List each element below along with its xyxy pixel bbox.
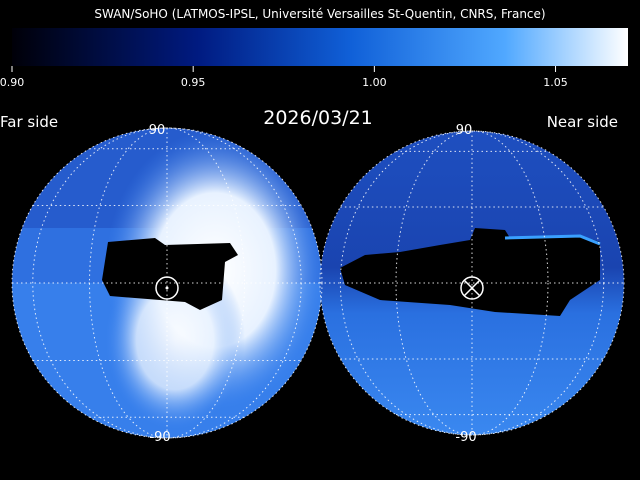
near-bottom-label: -90 (455, 430, 476, 445)
far-side-label: Far side (0, 113, 58, 131)
meridian (339, 130, 605, 436)
far-bottom-label: -90 (149, 430, 170, 445)
meridian (395, 130, 549, 436)
title: SWAN/SoHO (LATMOS-IPSL, Université Versa… (94, 7, 545, 21)
anti-sun-symbol (460, 276, 484, 300)
near-side-label: Near side (547, 113, 618, 131)
sun-symbol (155, 276, 179, 300)
date: 2026/03/21 (263, 107, 373, 129)
colorbar-tick-label: 1.00 (362, 76, 387, 89)
colorbar-tick-label: 0.95 (181, 76, 206, 89)
far-side-map (12, 128, 322, 438)
colorbar-tick-label: 1.05 (543, 76, 568, 89)
colorbar (12, 28, 628, 66)
far-top-label: 90 (149, 123, 166, 138)
colorbar-tick-label: 0.90 (0, 76, 24, 89)
near-top-label: 90 (456, 123, 473, 138)
anti-sun-cross (463, 279, 481, 297)
meridian (32, 127, 302, 439)
sun-symbol-dot (165, 286, 169, 290)
